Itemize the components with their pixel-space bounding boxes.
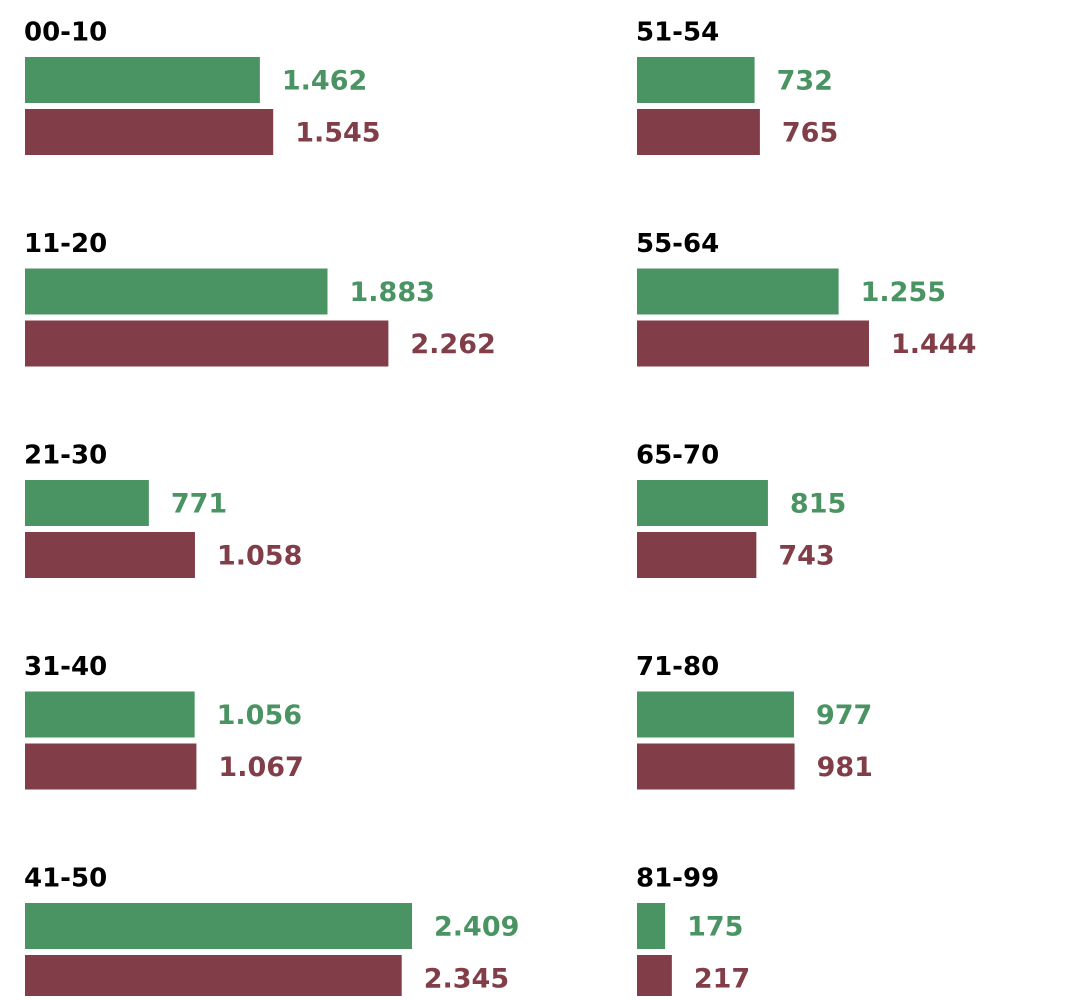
bar (25, 57, 260, 103)
category-label: 31-40 (24, 652, 107, 682)
bar (25, 268, 328, 315)
bar (637, 57, 755, 103)
value-label: 1.067 (218, 752, 303, 783)
category-label: 51-54 (636, 18, 719, 48)
value-label: 815 (790, 489, 846, 520)
category-label: 55-64 (636, 229, 719, 259)
bar (25, 532, 195, 578)
value-label: 732 (777, 66, 833, 97)
value-label: 1.255 (861, 277, 946, 308)
category-label: 00-10 (24, 18, 107, 48)
bar (637, 320, 869, 367)
bar (637, 955, 672, 1000)
value-label: 1.883 (349, 277, 434, 308)
category-label: 41-50 (24, 864, 107, 894)
bar (637, 480, 768, 526)
bar (25, 743, 197, 790)
value-label: 1.058 (217, 541, 302, 572)
value-label: 2.345 (424, 964, 509, 995)
value-label: 977 (816, 700, 872, 731)
value-label: 1.056 (217, 700, 302, 731)
value-label: 981 (817, 752, 873, 783)
value-label: 175 (687, 912, 743, 943)
bar (25, 691, 195, 738)
category-label: 11-20 (24, 229, 107, 259)
value-label: 2.409 (434, 912, 519, 943)
category-label: 65-70 (636, 441, 719, 471)
bar (25, 480, 149, 526)
bar (25, 955, 402, 1000)
category-label: 71-80 (636, 652, 719, 682)
value-label: 1.545 (295, 118, 380, 149)
bar (637, 109, 760, 155)
category-label: 21-30 (24, 441, 107, 471)
bar (637, 903, 666, 949)
value-label: 743 (778, 541, 834, 572)
value-label: 765 (782, 118, 838, 149)
value-label: 771 (171, 489, 227, 520)
value-label: 2.262 (410, 329, 495, 360)
bar (637, 743, 795, 790)
bar (637, 532, 757, 578)
value-label: 1.462 (282, 66, 367, 97)
bar (25, 903, 412, 949)
category-label: 81-99 (636, 864, 719, 894)
bar (25, 320, 389, 367)
bar (25, 109, 274, 155)
bar (637, 691, 794, 738)
bar (637, 268, 839, 315)
value-label: 217 (694, 964, 750, 995)
value-label: 1.444 (891, 329, 976, 360)
